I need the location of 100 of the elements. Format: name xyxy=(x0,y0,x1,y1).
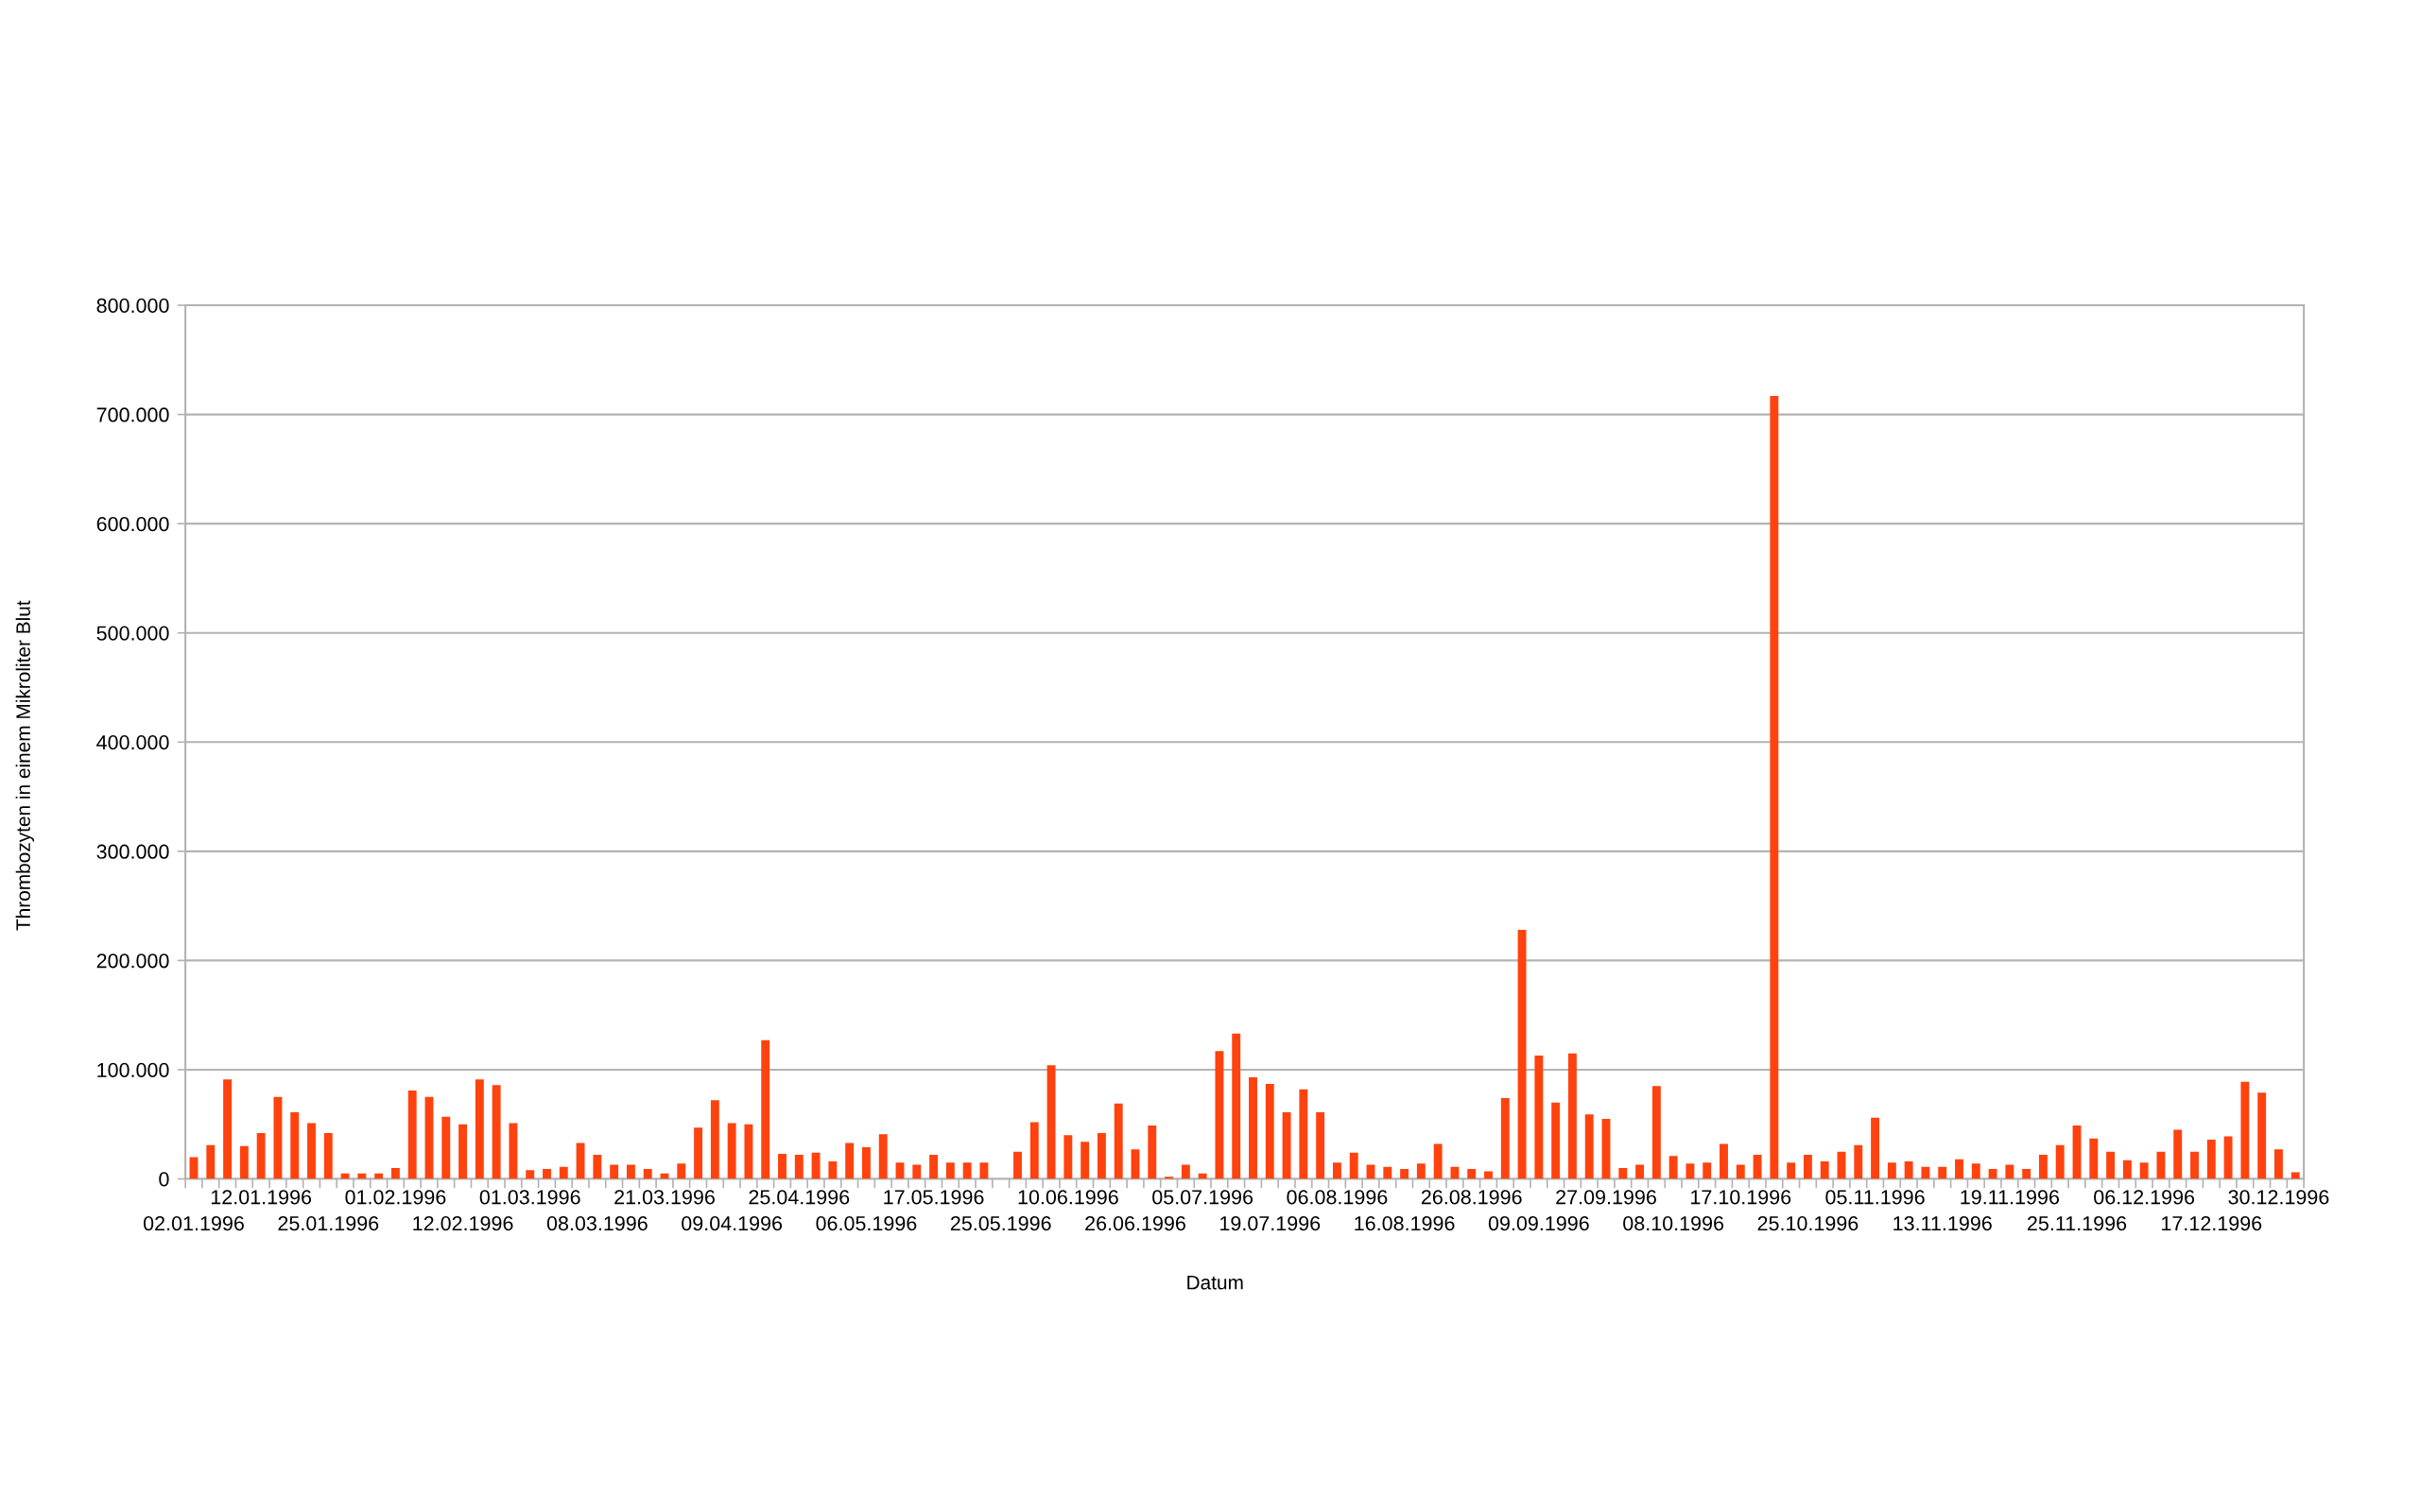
bar xyxy=(1450,1166,1460,1179)
bar xyxy=(2156,1151,2166,1179)
bar xyxy=(307,1123,316,1179)
bar xyxy=(390,1167,400,1179)
bar xyxy=(509,1123,518,1179)
bar xyxy=(1046,1065,1056,1179)
x-tick-label: 21.03.1996 xyxy=(614,1190,715,1205)
bar xyxy=(1029,1122,1039,1179)
bar xyxy=(526,1170,535,1179)
bar xyxy=(1904,1161,1913,1179)
bar xyxy=(912,1164,922,1179)
bar xyxy=(492,1085,501,1179)
bar xyxy=(1114,1103,1123,1179)
x-tick-label: 19.11.1996 xyxy=(1961,1190,2059,1205)
bar xyxy=(1938,1166,1947,1179)
bar xyxy=(828,1161,838,1179)
x-tick-label: 10.06.1996 xyxy=(1018,1190,1118,1205)
bar xyxy=(1517,930,1527,1179)
x-tick-label: 02.01.1996 xyxy=(143,1215,244,1231)
bar xyxy=(1803,1155,1812,1179)
bar xyxy=(1770,395,1779,1179)
x-tick-label: 05.11.1996 xyxy=(1825,1190,1925,1205)
bar xyxy=(861,1147,871,1179)
bar xyxy=(256,1132,266,1179)
bar xyxy=(458,1124,468,1179)
bar xyxy=(1400,1169,1409,1179)
bar xyxy=(1703,1162,1712,1179)
bar xyxy=(778,1153,786,1179)
bar xyxy=(1416,1163,1426,1179)
bar xyxy=(1484,1171,1493,1179)
bar xyxy=(2257,1092,2267,1179)
bar xyxy=(1720,1143,1728,1179)
bar xyxy=(1651,1086,1661,1179)
bar xyxy=(206,1144,216,1179)
bar xyxy=(2089,1138,2099,1179)
bar xyxy=(2122,1160,2132,1179)
x-tick-label: 25.01.1996 xyxy=(278,1215,379,1231)
bar xyxy=(1265,1083,1274,1179)
bar xyxy=(2038,1155,2048,1179)
bar xyxy=(1887,1162,1896,1179)
bar xyxy=(1871,1117,1880,1179)
bar xyxy=(1148,1125,1157,1179)
bar xyxy=(1534,1055,1544,1179)
bar xyxy=(610,1164,619,1179)
bar xyxy=(2173,1129,2183,1179)
bar xyxy=(761,1040,770,1179)
bar xyxy=(1366,1164,1375,1179)
y-tick-label: 100.000 xyxy=(97,1062,169,1077)
bar xyxy=(710,1100,719,1179)
bar xyxy=(1332,1162,1341,1179)
x-tick-label: 17.05.1996 xyxy=(884,1190,984,1205)
bar xyxy=(576,1143,585,1179)
bar xyxy=(2223,1136,2233,1179)
bar xyxy=(1567,1053,1577,1179)
x-tick-label: 26.06.1996 xyxy=(1085,1215,1185,1231)
x-tick-label: 12.02.1996 xyxy=(413,1215,513,1231)
bar xyxy=(1215,1051,1224,1179)
bar xyxy=(2240,1081,2250,1179)
bar xyxy=(1013,1151,1022,1179)
bar xyxy=(945,1162,955,1179)
bar xyxy=(1500,1098,1510,1179)
bar xyxy=(1635,1164,1645,1179)
bar xyxy=(1854,1144,1863,1179)
x-tick-label: 12.01.1996 xyxy=(211,1190,312,1205)
bar xyxy=(1685,1163,1695,1179)
y-tick-label: 500.000 xyxy=(96,626,169,641)
bar xyxy=(1282,1112,1291,1179)
bar xyxy=(626,1164,635,1179)
bar xyxy=(441,1116,451,1179)
bar xyxy=(1433,1143,1443,1179)
bar xyxy=(794,1155,804,1179)
bar xyxy=(727,1123,736,1179)
bar xyxy=(559,1166,568,1179)
bar xyxy=(1249,1077,1257,1179)
bar xyxy=(1584,1114,1594,1179)
y-tick-label: 600.000 xyxy=(96,516,169,532)
x-tick-label: 06.05.1996 xyxy=(816,1215,917,1231)
bar xyxy=(845,1143,855,1179)
bar xyxy=(694,1127,703,1179)
bar xyxy=(290,1112,300,1179)
bar xyxy=(2139,1162,2149,1179)
bar xyxy=(744,1124,753,1179)
bar xyxy=(323,1132,333,1179)
x-tick-label: 01.02.1996 xyxy=(345,1190,446,1205)
bar xyxy=(1097,1132,1106,1179)
bar xyxy=(1299,1089,1308,1179)
bar xyxy=(1232,1033,1241,1179)
y-tick-label: 300.000 xyxy=(96,844,169,859)
x-tick-label: 09.04.1996 xyxy=(682,1215,783,1231)
bar xyxy=(1668,1156,1678,1179)
bar xyxy=(1080,1142,1090,1179)
bar xyxy=(1131,1149,1140,1179)
bar xyxy=(1181,1164,1190,1179)
bar xyxy=(2005,1164,2014,1179)
bar xyxy=(1988,1169,1997,1179)
x-tick-label: 08.03.1996 xyxy=(546,1215,648,1231)
x-tick-label: 25.10.1996 xyxy=(1757,1215,1858,1231)
bar xyxy=(878,1134,888,1179)
bar xyxy=(1551,1102,1561,1179)
bar xyxy=(1618,1167,1628,1179)
